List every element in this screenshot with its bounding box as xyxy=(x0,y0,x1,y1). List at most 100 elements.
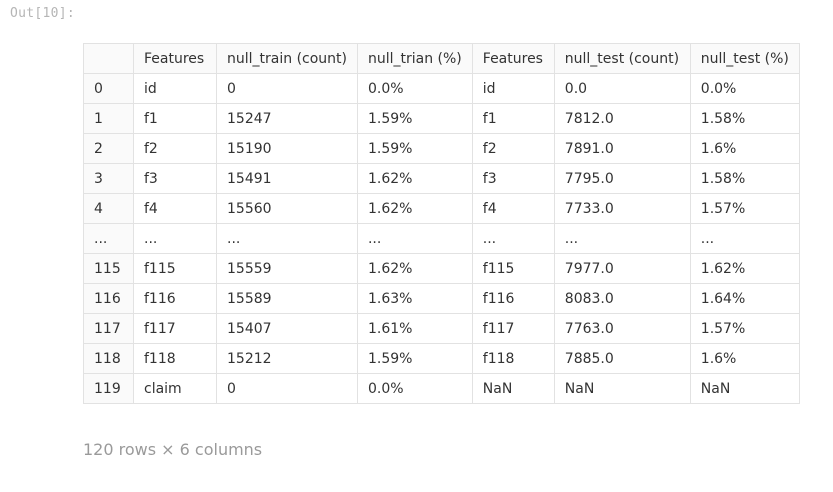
header-row: Features null_train (count) null_trian (… xyxy=(83,43,800,74)
table-cell: 1.6% xyxy=(689,343,800,374)
table-cell: f4 xyxy=(471,193,555,224)
table-cell: 1.58% xyxy=(689,163,800,194)
table-row: 2 f2 15190 1.59% f2 7891.0 1.6% xyxy=(83,133,800,164)
row-index-cell: 1 xyxy=(83,103,134,134)
table-row: 118 f118 15212 1.59% f118 7885.0 1.6% xyxy=(83,343,800,374)
column-header: Features xyxy=(133,43,217,74)
table-cell: f118 xyxy=(133,343,217,374)
table-cell: f115 xyxy=(133,253,217,284)
table-cell: 1.59% xyxy=(356,343,473,374)
table-cell: 7795.0 xyxy=(553,163,691,194)
table-cell: 0.0 xyxy=(553,73,691,104)
column-header: null_test (count) xyxy=(553,43,691,74)
output-prompt: Out[10]: xyxy=(10,6,76,21)
table-cell: 7977.0 xyxy=(553,253,691,284)
table-body: 0 id 0 0.0% id 0.0 0.0% 1 f1 15247 1.59% f1 7812.0 1.… xyxy=(83,73,800,404)
column-header-index xyxy=(83,43,134,74)
dataframe-shape: 120 rows × 6 columns xyxy=(83,440,263,459)
table-row: ..................... xyxy=(83,223,800,254)
table-cell: 1.59% xyxy=(356,103,473,134)
table-cell: f4 xyxy=(133,193,217,224)
table-cell: 1.57% xyxy=(689,193,800,224)
row-index-cell: ... xyxy=(83,223,134,254)
table-cell: 15407 xyxy=(216,313,358,344)
table-row: 115 f115 15559 1.62% f115 7977.0 1.62% xyxy=(83,253,800,284)
table-cell: 15560 xyxy=(216,193,358,224)
table-cell: ... xyxy=(133,223,217,254)
column-header: null_trian (%) xyxy=(356,43,473,74)
table-cell: 7891.0 xyxy=(553,133,691,164)
table-cell: ... xyxy=(689,223,800,254)
table-cell: ... xyxy=(471,223,555,254)
table-cell: 1.6% xyxy=(689,133,800,164)
table-cell: ... xyxy=(553,223,691,254)
table-cell: 1.62% xyxy=(689,253,800,284)
table-cell: 7812.0 xyxy=(553,103,691,134)
table-cell: 15589 xyxy=(216,283,358,314)
table-cell: 15212 xyxy=(216,343,358,374)
table-cell: id xyxy=(133,73,217,104)
table-cell: 0 xyxy=(216,73,358,104)
table-cell: 15190 xyxy=(216,133,358,164)
table-cell: f1 xyxy=(471,103,555,134)
row-index-cell: 0 xyxy=(83,73,134,104)
table-row: 117 f117 15407 1.61% f117 7763.0 1.57% xyxy=(83,313,800,344)
table-cell: 1.62% xyxy=(356,163,473,194)
table-cell: f116 xyxy=(471,283,555,314)
column-header: null_train (count) xyxy=(216,43,358,74)
table-cell: f3 xyxy=(471,163,555,194)
table-row: 119 claim 0 0.0% NaN NaN NaN xyxy=(83,373,800,404)
table-cell: claim xyxy=(133,373,217,404)
table-cell: f2 xyxy=(471,133,555,164)
table-cell: 1.62% xyxy=(356,253,473,284)
table-cell: NaN xyxy=(471,373,555,404)
table-row: 3 f3 15491 1.62% f3 7795.0 1.58% xyxy=(83,163,800,194)
table-cell: f117 xyxy=(133,313,217,344)
row-index-cell: 116 xyxy=(83,283,134,314)
table-cell: 1.59% xyxy=(356,133,473,164)
table-cell: NaN xyxy=(553,373,691,404)
table-cell: id xyxy=(471,73,555,104)
row-index-cell: 117 xyxy=(83,313,134,344)
table-cell: f118 xyxy=(471,343,555,374)
row-index-cell: 2 xyxy=(83,133,134,164)
column-header: Features xyxy=(471,43,555,74)
table-row: 116 f116 15589 1.63% f116 8083.0 1.64% xyxy=(83,283,800,314)
table-cell: f116 xyxy=(133,283,217,314)
table-cell: 1.63% xyxy=(356,283,473,314)
table-cell: 0 xyxy=(216,373,358,404)
table-cell: 0.0% xyxy=(689,73,800,104)
table-cell: ... xyxy=(216,223,358,254)
table-cell: 8083.0 xyxy=(553,283,691,314)
dataframe-table: Features null_train (count) null_trian (… xyxy=(83,43,800,404)
table-row: 4 f4 15560 1.62% f4 7733.0 1.57% xyxy=(83,193,800,224)
table-cell: 7733.0 xyxy=(553,193,691,224)
table-cell: 0.0% xyxy=(356,373,473,404)
table-cell: f3 xyxy=(133,163,217,194)
table-cell: 7763.0 xyxy=(553,313,691,344)
table-cell: 1.61% xyxy=(356,313,473,344)
table-cell: 1.62% xyxy=(356,193,473,224)
row-index-cell: 3 xyxy=(83,163,134,194)
table-cell: f2 xyxy=(133,133,217,164)
row-index-cell: 118 xyxy=(83,343,134,374)
row-index-cell: 4 xyxy=(83,193,134,224)
column-header: null_test (%) xyxy=(689,43,800,74)
row-index-cell: 119 xyxy=(83,373,134,404)
table-cell: 1.58% xyxy=(689,103,800,134)
table-cell: 15559 xyxy=(216,253,358,284)
table-cell: 0.0% xyxy=(356,73,473,104)
table-cell: 1.64% xyxy=(689,283,800,314)
table-row: 1 f1 15247 1.59% f1 7812.0 1.58% xyxy=(83,103,800,134)
table-cell: f117 xyxy=(471,313,555,344)
table-cell: 7885.0 xyxy=(553,343,691,374)
row-index-cell: 115 xyxy=(83,253,134,284)
table-cell: 15491 xyxy=(216,163,358,194)
table-cell: f1 xyxy=(133,103,217,134)
table-cell: ... xyxy=(356,223,473,254)
table-row: 0 id 0 0.0% id 0.0 0.0% xyxy=(83,73,800,104)
table-cell: 1.57% xyxy=(689,313,800,344)
table-cell: f115 xyxy=(471,253,555,284)
table-cell: NaN xyxy=(689,373,800,404)
